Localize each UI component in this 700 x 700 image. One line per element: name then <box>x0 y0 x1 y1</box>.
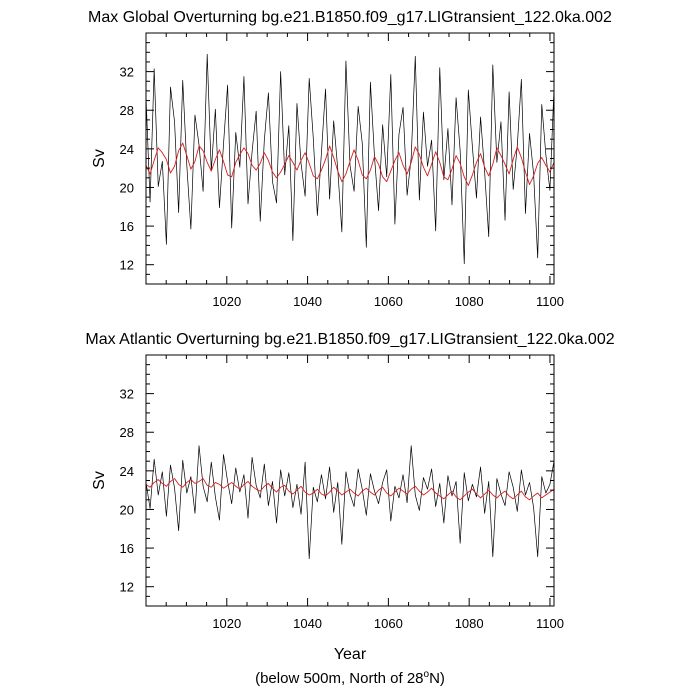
footnote-prefix: (below 500m, North of 28 <box>255 670 423 687</box>
x-tick-label: 1080 <box>455 294 484 309</box>
footnote-degree: o <box>424 669 430 680</box>
x-tick-label: 1060 <box>374 616 403 631</box>
y-tick-label: 32 <box>120 65 134 80</box>
y-tick-label: 16 <box>120 541 134 556</box>
y-tick-label: 32 <box>120 387 134 402</box>
x-tick-label: 1040 <box>293 294 322 309</box>
x-tick-label: 1020 <box>212 616 241 631</box>
x-tick-label: 1100 <box>536 294 564 309</box>
x-tick-label: 1020 <box>212 294 241 309</box>
x-tick-label: 1060 <box>374 294 403 309</box>
global-overturning-panel: Max Global Overturning bg.e21.B1850.f09_… <box>88 9 612 309</box>
chart-title: Max Atlantic Overturning bg.e21.B1850.f0… <box>85 331 614 348</box>
y-axis-label: Sv <box>91 149 108 168</box>
atlantic-overturning-panel: Max Atlantic Overturning bg.e21.B1850.f0… <box>85 331 614 663</box>
x-axis-label: Year <box>334 646 367 663</box>
y-tick-label: 28 <box>120 425 134 440</box>
y-tick-label: 12 <box>120 258 134 273</box>
y-tick-label: 12 <box>120 580 134 595</box>
y-tick-label: 20 <box>120 502 134 517</box>
footnote-suffix: N) <box>429 670 445 687</box>
series-smoothed-line <box>146 478 554 501</box>
series-annual-line <box>146 53 554 265</box>
y-tick-label: 20 <box>120 180 134 195</box>
x-tick-label: 1040 <box>293 616 322 631</box>
series-smoothed-line <box>146 142 554 186</box>
y-tick-label: 28 <box>120 103 134 118</box>
y-tick-label: 24 <box>120 142 134 157</box>
series-annual-line <box>146 445 554 560</box>
chart-title: Max Global Overturning bg.e21.B1850.f09_… <box>88 9 612 26</box>
y-tick-label: 24 <box>120 464 134 479</box>
footnote: (below 500m, North of 28oN) <box>255 669 445 687</box>
y-tick-label: 16 <box>120 219 134 234</box>
plot-frame <box>145 354 555 607</box>
x-tick-label: 1100 <box>536 616 564 631</box>
y-axis-label: Sv <box>91 471 108 490</box>
x-tick-label: 1080 <box>455 616 484 631</box>
